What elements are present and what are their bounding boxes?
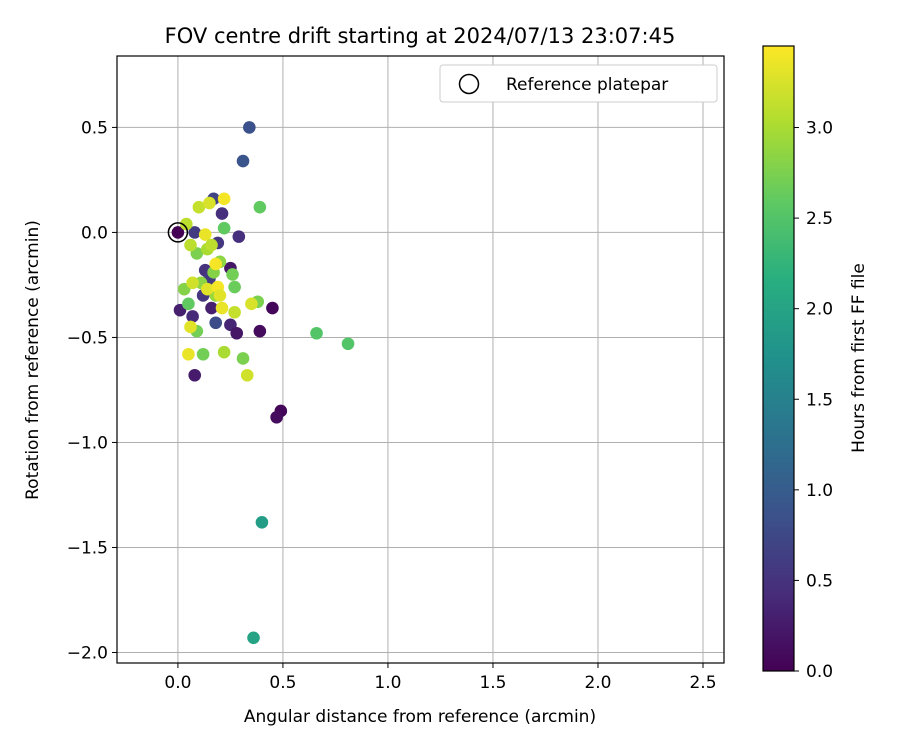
y-tick-label: −2.0 <box>67 643 108 663</box>
data-point <box>266 301 279 315</box>
data-point <box>184 320 197 334</box>
plot-frame <box>116 55 725 664</box>
data-point <box>192 200 206 214</box>
x-axis-label: Angular distance from reference (arcmin) <box>244 707 596 727</box>
y-tick-label: 0.5 <box>81 118 108 138</box>
grid-lines <box>117 56 724 663</box>
data-point <box>196 347 210 361</box>
x-axis-ticks: 0.0 0.5 1.0 1.5 2.0 2.5 <box>164 663 717 693</box>
x-tick-label: 0.0 <box>164 673 191 693</box>
y-axis-ticks: 0.5 0.0 −0.5 −1.0 −1.5 −2.0 <box>67 118 117 663</box>
data-point <box>255 515 269 529</box>
data-point <box>226 268 239 281</box>
colorbar-tick-label: 0.0 <box>806 662 833 682</box>
data-point <box>182 297 195 311</box>
data-point <box>171 226 185 239</box>
colorbar-ticks: 0.0 0.5 1.0 1.5 2.0 2.5 3.0 <box>794 119 833 682</box>
data-point <box>209 257 223 271</box>
data-point <box>310 326 323 340</box>
legend-box <box>439 64 718 103</box>
data-point <box>209 316 223 330</box>
data-point <box>205 238 218 252</box>
legend: Reference platepar <box>439 64 718 103</box>
data-point <box>240 368 254 382</box>
x-tick-label: 1.0 <box>374 673 401 693</box>
y-axis-label: Rotation from reference (arcmin) <box>23 220 43 500</box>
x-tick-label: 1.5 <box>479 673 506 693</box>
data-point <box>188 368 202 382</box>
data-point <box>198 228 212 241</box>
data-point <box>253 200 267 214</box>
data-point <box>217 345 231 359</box>
colorbar-tick-label: 3.0 <box>806 119 833 139</box>
data-point <box>182 347 195 361</box>
data-points <box>167 121 355 645</box>
legend-marker-open-circle-icon <box>458 73 480 95</box>
chart-title: FOV centre drift starting at 2024/07/13 … <box>165 24 676 48</box>
reference-platepar-marker <box>167 222 189 243</box>
data-point <box>186 310 199 323</box>
colorbar: 0.0 0.5 1.0 1.5 2.0 2.5 3.0 Hours from first F… <box>762 45 869 682</box>
data-point <box>188 226 202 239</box>
x-tick-label: 0.5 <box>269 673 296 693</box>
colorbar-tick-label: 1.5 <box>806 390 833 410</box>
x-tick-label: 2.5 <box>689 673 716 693</box>
data-point <box>184 238 197 252</box>
data-point <box>270 410 283 424</box>
colorbar-label: Hours from first FF file <box>849 263 869 453</box>
data-point <box>213 289 227 302</box>
data-point <box>215 207 229 220</box>
data-point <box>228 305 241 319</box>
colorbar-tick-label: 0.5 <box>806 571 833 591</box>
data-point <box>203 196 216 210</box>
colorbar-tick-label: 1.0 <box>806 481 833 501</box>
data-point <box>186 276 199 290</box>
x-tick-label: 2.0 <box>584 673 611 693</box>
data-point <box>215 301 229 315</box>
colorbar-tick-label: 2.0 <box>806 300 833 320</box>
data-point <box>201 282 214 296</box>
data-point <box>228 280 241 294</box>
colorbar-tick-label: 2.5 <box>806 209 833 229</box>
data-point <box>341 337 355 351</box>
data-point <box>205 301 218 315</box>
data-point <box>247 631 260 645</box>
y-tick-label: −0.5 <box>67 328 108 348</box>
data-point <box>253 324 267 338</box>
data-point <box>236 352 250 365</box>
data-point <box>232 230 246 243</box>
y-tick-label: −1.5 <box>67 538 108 558</box>
data-point <box>243 121 256 134</box>
legend-label: Reference platepar <box>506 75 668 95</box>
y-tick-label: −1.0 <box>67 433 108 453</box>
data-point <box>180 217 193 231</box>
y-tick-label: 0.0 <box>81 223 108 243</box>
data-point <box>236 154 250 168</box>
data-point <box>217 221 231 235</box>
data-point <box>245 297 258 311</box>
colorbar-gradient <box>762 45 795 672</box>
data-point <box>217 192 231 206</box>
data-point <box>230 326 244 340</box>
